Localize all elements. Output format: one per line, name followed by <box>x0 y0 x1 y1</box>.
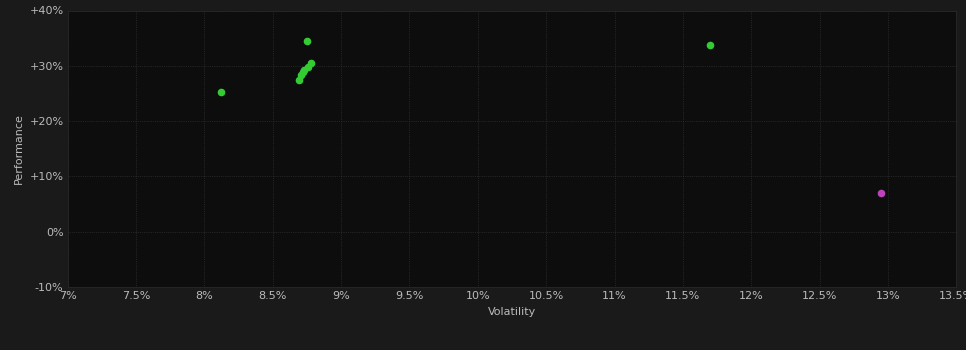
X-axis label: Volatility: Volatility <box>488 307 536 317</box>
Point <box>213 89 229 95</box>
Point <box>300 64 316 70</box>
Y-axis label: Performance: Performance <box>14 113 24 184</box>
Point <box>297 67 312 72</box>
Point <box>294 72 309 78</box>
Point <box>303 60 319 66</box>
Point <box>295 70 310 75</box>
Point <box>873 190 889 196</box>
Point <box>299 38 315 44</box>
Point <box>702 43 718 48</box>
Point <box>291 77 306 83</box>
